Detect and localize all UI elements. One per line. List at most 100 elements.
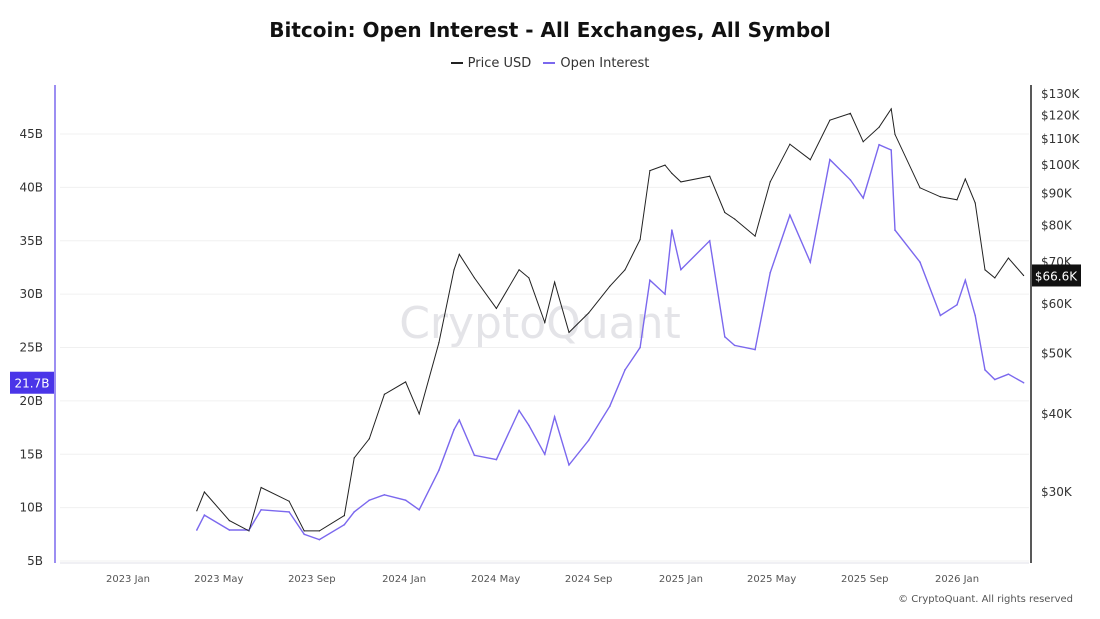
data-point-open-interest xyxy=(671,229,673,231)
left-tick-label: 5B xyxy=(27,554,43,568)
data-point-open-interest xyxy=(639,346,641,349)
data-point-open-interest xyxy=(368,499,371,501)
data-point-price xyxy=(639,239,641,241)
data-point-price xyxy=(288,500,290,502)
data-point-open-interest xyxy=(453,428,455,431)
data-point-open-interest xyxy=(288,511,290,513)
x-tick-label: 2023 Jan xyxy=(106,574,150,585)
data-point-open-interest xyxy=(964,279,967,282)
data-point-price xyxy=(544,321,546,324)
data-point-open-interest xyxy=(587,439,590,442)
x-tick-label: 2026 Jan xyxy=(935,574,979,585)
legend-label-price: Price USD xyxy=(467,55,532,71)
right-tick-label: $130K xyxy=(1041,87,1081,101)
right-tick-label: $50K xyxy=(1041,346,1073,360)
data-point-open-interest xyxy=(353,511,355,513)
data-point-price xyxy=(418,413,420,415)
data-point-open-interest xyxy=(1022,381,1025,384)
data-point-open-interest xyxy=(649,279,651,282)
data-point-open-interest xyxy=(303,533,306,536)
data-point-price xyxy=(956,199,958,201)
data-point-open-interest xyxy=(553,416,556,418)
x-tick-label: 2023 May xyxy=(194,574,243,585)
data-point-price xyxy=(495,307,497,309)
right-tick-label: $100K xyxy=(1041,158,1081,172)
data-point-price xyxy=(919,187,921,189)
data-point-price xyxy=(664,164,666,166)
data-point-price xyxy=(528,277,530,279)
data-point-open-interest xyxy=(495,458,498,461)
data-point-price xyxy=(303,530,305,532)
data-point-open-interest xyxy=(849,179,852,181)
data-point-price xyxy=(568,331,570,334)
x-tick-label: 2024 May xyxy=(471,574,520,585)
x-tick-label: 2025 May xyxy=(747,574,796,585)
left-tick-label: 45B xyxy=(19,127,43,141)
data-point-price xyxy=(849,112,851,114)
data-point-open-interest xyxy=(518,409,520,412)
x-tick-label: 2025 Sep xyxy=(841,574,888,585)
data-point-price xyxy=(383,393,386,395)
data-point-open-interest xyxy=(568,464,570,466)
data-point-price xyxy=(964,178,966,180)
watermark: CryptoQuant xyxy=(399,298,681,349)
left-tick-label: 40B xyxy=(19,180,43,194)
price-swatch-icon xyxy=(450,62,463,64)
data-point-open-interest xyxy=(754,348,756,351)
data-point-price xyxy=(554,281,556,283)
data-point-open-interest xyxy=(418,508,421,511)
right-tick-label: $110K xyxy=(1041,132,1081,146)
data-point-price xyxy=(878,126,880,128)
data-point-open-interest xyxy=(203,514,206,516)
x-tick-label: 2023 Sep xyxy=(288,574,335,585)
x-tick-label: 2024 Sep xyxy=(565,574,612,585)
data-point-price xyxy=(624,269,626,271)
right-tick-label: $30K xyxy=(1041,485,1073,499)
data-point-open-interest xyxy=(473,454,476,457)
data-point-price xyxy=(769,181,771,183)
data-point-price xyxy=(809,159,811,161)
data-point-price xyxy=(260,486,262,489)
legend-item-price[interactable]: Price USD xyxy=(450,55,532,71)
chart-title: Bitcoin: Open Interest - All Exchanges, … xyxy=(269,18,831,42)
data-point-price xyxy=(709,175,711,177)
data-point-open-interest xyxy=(890,149,893,151)
data-point-open-interest xyxy=(994,378,996,381)
current-price-label: $66.6K xyxy=(1035,269,1078,283)
data-point-price xyxy=(453,269,455,271)
data-point-price xyxy=(368,438,370,440)
left-tick-label: 15B xyxy=(19,447,43,461)
data-point-price xyxy=(789,143,791,145)
data-point-open-interest xyxy=(543,453,546,456)
data-point-open-interest xyxy=(708,239,711,242)
right-tick-label: $90K xyxy=(1041,187,1073,201)
data-point-price xyxy=(473,277,476,279)
legend-item-open-interest[interactable]: Open Interest xyxy=(543,56,649,71)
left-tick-label: 25B xyxy=(19,341,43,355)
data-point-open-interest xyxy=(894,229,896,231)
data-point-price xyxy=(994,277,996,279)
data-point-open-interest xyxy=(1007,373,1010,375)
data-point-price xyxy=(862,141,864,143)
data-point-open-interest xyxy=(318,538,321,541)
data-point-open-interest xyxy=(196,529,198,531)
right-tick-label: $80K xyxy=(1041,219,1073,233)
data-point-price xyxy=(203,491,205,493)
data-point-open-interest xyxy=(829,158,831,161)
current-oi-label: 21.7B xyxy=(15,377,50,391)
data-point-price xyxy=(458,253,460,255)
data-point-price xyxy=(724,211,726,214)
data-point-price xyxy=(404,381,407,383)
data-point-price xyxy=(588,312,590,314)
data-point-price xyxy=(1022,274,1025,277)
data-point-price xyxy=(890,108,892,110)
data-point-price xyxy=(734,218,736,220)
series-line-price xyxy=(196,107,1024,532)
data-point-price xyxy=(196,510,198,512)
data-point-price xyxy=(609,285,611,287)
data-point-price xyxy=(248,530,250,532)
copyright-footer: © CryptoQuant. All rights reserved xyxy=(898,594,1073,605)
data-point-price xyxy=(680,181,682,183)
right-tick-label: $120K xyxy=(1041,109,1081,123)
data-point-open-interest xyxy=(458,419,461,421)
